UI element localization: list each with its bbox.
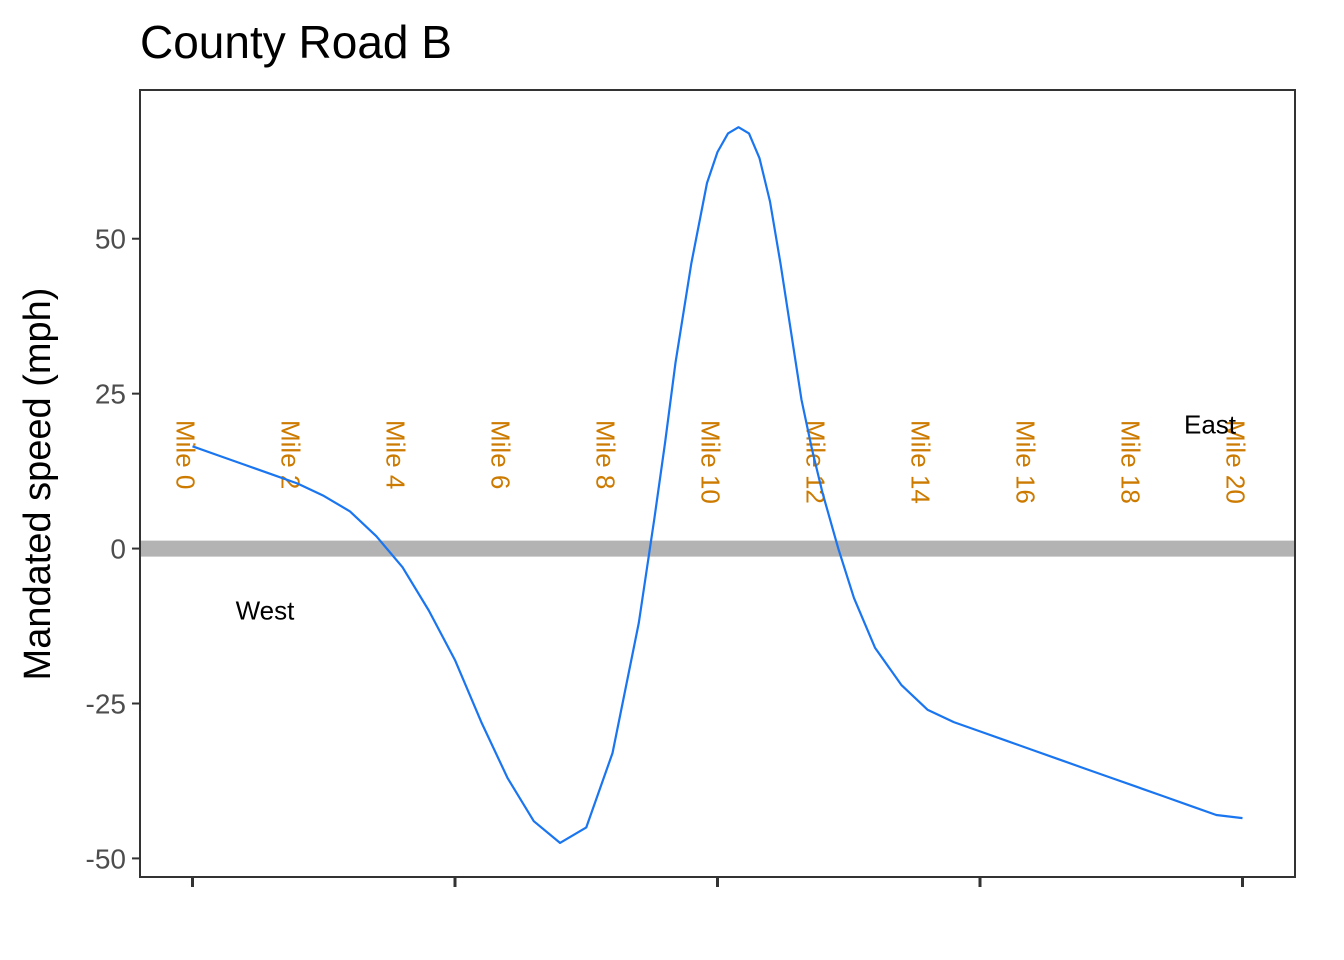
y-tick-label: -25 (86, 688, 126, 719)
series-layer (192, 126, 1243, 845)
annotation-layer: West East (236, 410, 1237, 626)
mile-marker-label: Mile 18 (1116, 420, 1146, 504)
mile-marker-label: Mile 4 (381, 420, 411, 489)
mile-marker-label: Mile 2 (276, 420, 306, 489)
y-tick-label: 25 (95, 379, 126, 410)
y-tick-label: -50 (86, 843, 126, 874)
direction-annotation: East (1184, 410, 1237, 440)
mile-marker-layer: Mile 0 Mile 2 Mile 4 Mile 6 Mile 8 Mile 10 Mil… (171, 420, 1251, 504)
chart-title: County Road B (140, 16, 452, 68)
y-tick-label: 50 (95, 224, 126, 255)
mile-marker-label: Mile 16 (1011, 420, 1041, 504)
y-axis-label: Mandated speed (mph) (17, 288, 59, 681)
mile-marker-label: Mile 10 (696, 420, 726, 504)
x-axis-ticks (191, 877, 1244, 887)
y-tick-label: 0 (110, 534, 126, 565)
y-axis-ticks: 50 25 0 -25 -50 (86, 224, 140, 874)
mile-marker-label: Mile 8 (591, 420, 621, 489)
mile-marker-label: Mile 6 (486, 420, 516, 489)
mile-marker-label: Mile 0 (171, 420, 201, 489)
mile-marker-label: Mile 14 (906, 420, 936, 504)
mile-marker-label: Mile 20 (1221, 420, 1251, 504)
direction-annotation: West (236, 596, 296, 626)
speed-series-line (192, 126, 1243, 845)
